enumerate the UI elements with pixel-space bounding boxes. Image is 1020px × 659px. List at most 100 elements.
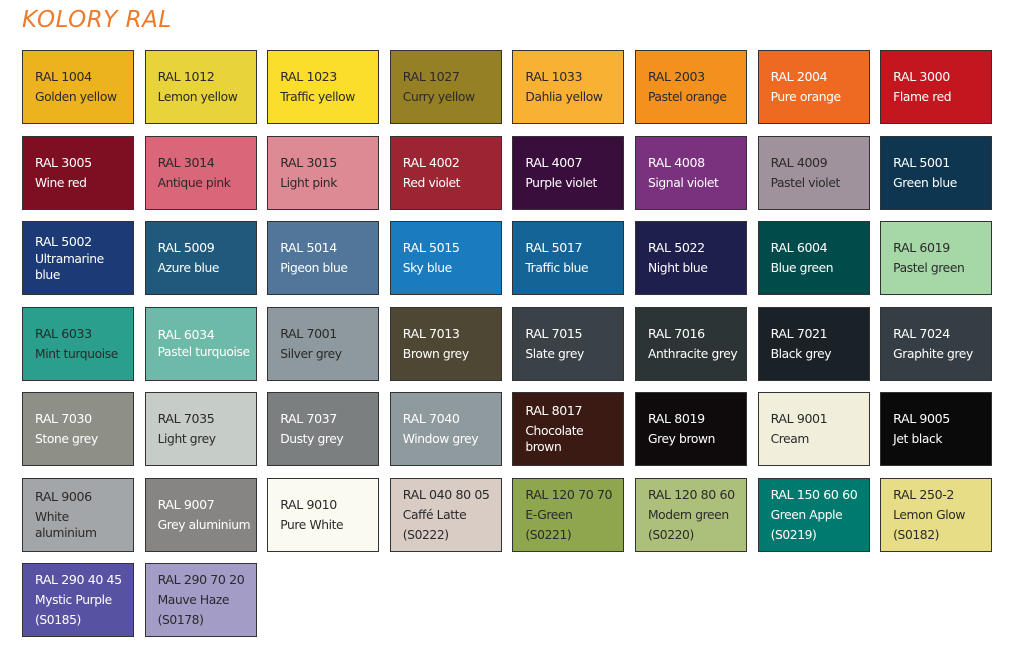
- color-swatch: RAL 5002 Ultramarine blue: [22, 221, 134, 295]
- swatch-name: Silver grey: [280, 346, 342, 361]
- color-swatch: RAL 120 80 60 Modern green (S0220): [634, 477, 747, 552]
- swatch-name: Wine red: [35, 175, 87, 190]
- color-swatch: RAL 6034 Pastel turquoise: [144, 306, 257, 381]
- color-swatch: RAL 7037 Dusty grey: [267, 392, 380, 466]
- swatch-code: RAL 4009: [770, 154, 828, 170]
- swatch-name: Cream: [770, 432, 810, 446]
- swatch-name: Grey brown: [647, 432, 715, 446]
- color-swatch: RAL 040 80 05 Caffé Latte (S0222): [389, 477, 502, 552]
- swatch-code: RAL 120 80 60: [647, 486, 735, 502]
- swatch-code: RAL 7024: [893, 325, 950, 341]
- swatch-name: Mauve Haze: [157, 593, 230, 607]
- color-swatch-grid: RAL 1004 Golden yellow RAL 1012 Lemon yello…: [22, 50, 993, 637]
- swatch-code: RAL 250-2: [893, 486, 955, 502]
- color-swatch: RAL 5017 Traffic blue: [512, 221, 625, 295]
- swatch-name: White aluminium: [35, 509, 97, 540]
- swatch-code: RAL 6004: [770, 240, 828, 255]
- swatch-name: Green Apple: [770, 507, 843, 522]
- swatch-name: Grey aluminium: [157, 517, 251, 532]
- swatch-name: Green blue: [893, 175, 957, 190]
- swatch-name: Traffic blue: [525, 261, 589, 275]
- color-swatch: RAL 9006 White aluminium: [22, 477, 134, 552]
- swatch-name: Anthracite grey: [647, 346, 738, 361]
- page-title: KOLORY RAL: [22, 7, 172, 33]
- swatch-sample-code: (S0178): [157, 613, 204, 627]
- swatch-code: RAL 3015: [280, 154, 337, 170]
- swatch-name: Black grey: [770, 346, 832, 361]
- swatch-code: RAL 9007: [157, 496, 215, 512]
- color-swatch: RAL 9007 Grey aluminium: [144, 477, 257, 552]
- color-swatch: RAL 2004 Pure orange: [757, 50, 870, 124]
- swatch-name: Light grey: [157, 432, 216, 446]
- swatch-name: Mystic Purple: [35, 593, 112, 607]
- swatch-code: RAL 3005: [35, 154, 92, 170]
- color-swatch: RAL 3015 Light pink: [267, 135, 380, 210]
- color-swatch: RAL 3000 Flame red: [880, 50, 993, 124]
- color-swatch: RAL 8019 Grey brown: [634, 392, 747, 466]
- swatch-sample-code: (S0219): [770, 527, 817, 542]
- swatch-code: RAL 7030: [35, 411, 92, 426]
- swatch-code: RAL 5009: [157, 240, 215, 255]
- swatch-code: RAL 3000: [893, 69, 950, 84]
- swatch-name: Light pink: [280, 175, 337, 190]
- swatch-name: Azure blue: [157, 261, 220, 275]
- swatch-code: RAL 7037: [280, 411, 337, 426]
- color-swatch: RAL 5015 Sky blue: [389, 221, 502, 295]
- swatch-code: RAL 9001: [770, 411, 828, 426]
- swatch-name: Mint turquoise: [35, 346, 118, 361]
- swatch-code: RAL 5015: [402, 240, 460, 255]
- swatch-name: Lemon yellow: [157, 90, 238, 104]
- color-swatch: RAL 290 70 20 Mauve Haze (S0178): [144, 563, 257, 637]
- color-swatch: RAL 7016 Anthracite grey: [634, 306, 747, 381]
- color-swatch: RAL 150 60 60 Green Apple (S0219): [757, 477, 870, 552]
- swatch-sample-code: (S0222): [402, 527, 449, 542]
- color-swatch: RAL 5009 Azure blue: [144, 221, 257, 295]
- color-swatch: RAL 7030 Stone grey: [22, 392, 134, 466]
- swatch-code: RAL 8019: [647, 411, 705, 426]
- color-swatch: RAL 5001 Green blue: [880, 135, 993, 210]
- swatch-name: Graphite grey: [893, 346, 973, 361]
- swatch-name: Dusty grey: [280, 432, 344, 446]
- swatch-sample-code: (S0220): [647, 527, 694, 542]
- swatch-name: Pure White: [280, 517, 344, 532]
- swatch-code: RAL 7021: [770, 325, 828, 341]
- swatch-name: Jet black: [893, 432, 943, 446]
- color-swatch: RAL 7013 Brown grey: [389, 306, 502, 381]
- swatch-code: RAL 6033: [35, 325, 92, 341]
- swatch-name: Pure orange: [770, 90, 842, 104]
- swatch-name: Chocolate brown: [525, 424, 584, 454]
- color-swatch: RAL 1023 Traffic yellow: [267, 50, 380, 124]
- swatch-code: RAL 4002: [402, 154, 460, 170]
- color-swatch: RAL 4002 Red violet: [389, 135, 502, 210]
- swatch-code: RAL 8017: [525, 403, 583, 418]
- swatch-name: Pastel turquoise: [157, 345, 250, 359]
- swatch-code: RAL 7013: [402, 325, 460, 341]
- swatch-name: Caffé Latte: [402, 507, 467, 522]
- color-swatch: RAL 7001 Silver grey: [267, 306, 380, 381]
- swatch-name: Curry yellow: [402, 90, 475, 104]
- color-swatch: RAL 4008 Signal violet: [634, 135, 747, 210]
- swatch-code: RAL 9006: [35, 488, 92, 504]
- color-swatch: RAL 1027 Curry yellow: [389, 50, 502, 124]
- swatch-name: Purple violet: [525, 175, 597, 190]
- swatch-code: RAL 9010: [280, 496, 337, 512]
- swatch-code: RAL 4007: [525, 154, 583, 170]
- color-swatch: RAL 3005 Wine red: [22, 135, 134, 210]
- swatch-code: RAL 4008: [647, 154, 705, 170]
- swatch-name: Sky blue: [402, 261, 452, 275]
- color-swatch: RAL 8017 Chocolate brown: [512, 392, 625, 466]
- color-swatch: RAL 1012 Lemon yellow: [144, 50, 257, 124]
- swatch-name: Golden yellow: [35, 90, 117, 104]
- color-swatch: RAL 6033 Mint turquoise: [22, 306, 134, 381]
- swatch-code: RAL 1012: [157, 69, 215, 84]
- color-swatch: RAL 9001 Cream: [757, 392, 870, 466]
- swatch-code: RAL 5017: [525, 240, 583, 255]
- swatch-name: Night blue: [647, 261, 708, 275]
- swatch-name: E-Green: [525, 507, 573, 522]
- swatch-code: RAL 7035: [157, 411, 215, 426]
- color-swatch: RAL 5022 Night blue: [634, 221, 747, 295]
- color-swatch: RAL 6004 Blue green: [757, 221, 870, 295]
- swatch-code: RAL 290 40 45: [35, 572, 122, 587]
- swatch-code: RAL 040 80 05: [402, 486, 490, 502]
- color-swatch: RAL 120 70 70 E-Green (S0221): [512, 477, 625, 552]
